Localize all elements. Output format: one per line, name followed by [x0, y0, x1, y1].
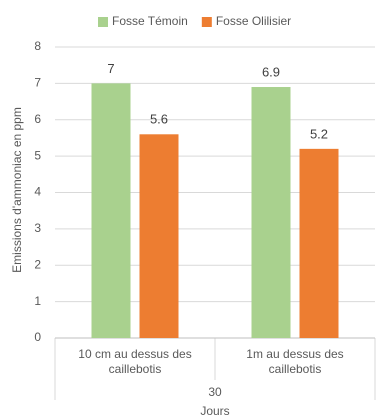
x-tick-label: 10 cm au dessus des caillebotis [78, 347, 192, 376]
bar [91, 83, 131, 338]
y-tick-label: 0 [34, 330, 41, 344]
legend-swatch [201, 17, 212, 27]
legend-label: Fosse Olilisier [216, 14, 291, 28]
legend-label: Fosse Témoin [112, 14, 188, 28]
x-axis-title: Jours [200, 404, 229, 418]
x-tick-label: 1m au dessus des caillebotis [246, 347, 344, 376]
y-tick-label: 2 [34, 257, 41, 271]
y-tick-label: 5 [34, 148, 41, 162]
y-tick-label: 7 [34, 76, 41, 90]
y-tick-label: 1 [34, 294, 41, 308]
data-label: 5.2 [310, 126, 328, 141]
y-tick-label: 3 [34, 221, 41, 235]
legend-swatch [98, 17, 108, 27]
bar [251, 87, 291, 338]
bar [299, 148, 339, 338]
data-label: 7 [107, 61, 114, 76]
y-axis-title: Emissions d'ammoniac en ppm [10, 107, 24, 273]
data-label: 6.9 [262, 64, 280, 79]
group-label: 30 [208, 385, 222, 399]
y-tick-label: 4 [34, 185, 41, 199]
y-tick-label: 6 [34, 112, 41, 126]
y-tick-label: 8 [34, 39, 41, 53]
data-label: 5.6 [150, 112, 168, 127]
bar [139, 134, 179, 338]
